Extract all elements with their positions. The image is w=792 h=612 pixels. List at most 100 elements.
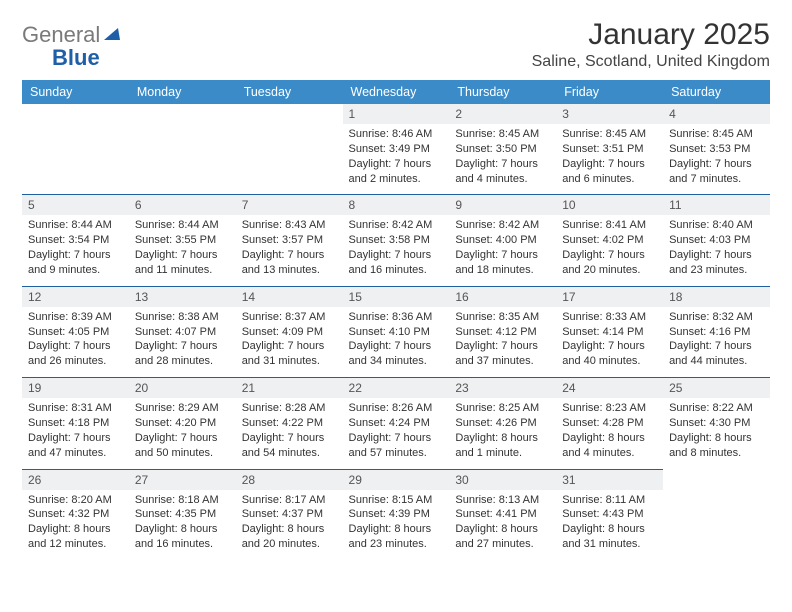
calendar-cell: 20Sunrise: 8:29 AMSunset: 4:20 PMDayligh… [129, 377, 236, 468]
calendar-cell: 18Sunrise: 8:32 AMSunset: 4:16 PMDayligh… [663, 286, 770, 377]
sunset-text: Sunset: 4:20 PM [135, 416, 230, 431]
dow-sunday: Sunday [22, 80, 129, 104]
date-number: 14 [236, 286, 343, 307]
calendar-cell: 21Sunrise: 8:28 AMSunset: 4:22 PMDayligh… [236, 377, 343, 468]
sunset-text: Sunset: 4:37 PM [242, 507, 337, 522]
calendar-cell: 14Sunrise: 8:37 AMSunset: 4:09 PMDayligh… [236, 286, 343, 377]
dow-wednesday: Wednesday [343, 80, 450, 104]
calendar-cell: 17Sunrise: 8:33 AMSunset: 4:14 PMDayligh… [556, 286, 663, 377]
date-number: 9 [449, 194, 556, 215]
daylight-text: Daylight: 8 hours and 31 minutes. [562, 522, 657, 552]
cell-body: Sunrise: 8:25 AMSunset: 4:26 PMDaylight:… [449, 398, 556, 468]
calendar-cell: 26Sunrise: 8:20 AMSunset: 4:32 PMDayligh… [22, 469, 129, 560]
cell-body: Sunrise: 8:46 AMSunset: 3:49 PMDaylight:… [343, 124, 450, 194]
daylight-text: Daylight: 7 hours and 9 minutes. [28, 248, 123, 278]
day-of-week-row: Sunday Monday Tuesday Wednesday Thursday… [22, 80, 770, 104]
sunset-text: Sunset: 4:12 PM [455, 325, 550, 340]
calendar-cell: 12Sunrise: 8:39 AMSunset: 4:05 PMDayligh… [22, 286, 129, 377]
sunset-text: Sunset: 4:35 PM [135, 507, 230, 522]
calendar-cell: 27Sunrise: 8:18 AMSunset: 4:35 PMDayligh… [129, 469, 236, 560]
date-number: 17 [556, 286, 663, 307]
sunrise-text: Sunrise: 8:45 AM [562, 127, 657, 142]
sunset-text: Sunset: 4:30 PM [669, 416, 764, 431]
daylight-text: Daylight: 8 hours and 1 minute. [455, 431, 550, 461]
sunrise-text: Sunrise: 8:44 AM [135, 218, 230, 233]
sunrise-text: Sunrise: 8:11 AM [562, 493, 657, 508]
cell-body: Sunrise: 8:35 AMSunset: 4:12 PMDaylight:… [449, 307, 556, 377]
sunrise-text: Sunrise: 8:39 AM [28, 310, 123, 325]
cell-body: Sunrise: 8:15 AMSunset: 4:39 PMDaylight:… [343, 490, 450, 560]
sunset-text: Sunset: 4:26 PM [455, 416, 550, 431]
calendar-week-row: 19Sunrise: 8:31 AMSunset: 4:18 PMDayligh… [22, 377, 770, 468]
sunrise-text: Sunrise: 8:43 AM [242, 218, 337, 233]
sunset-text: Sunset: 4:28 PM [562, 416, 657, 431]
sunset-text: Sunset: 4:22 PM [242, 416, 337, 431]
sunrise-text: Sunrise: 8:29 AM [135, 401, 230, 416]
sunset-text: Sunset: 3:50 PM [455, 142, 550, 157]
date-number: 26 [22, 469, 129, 490]
cell-body: Sunrise: 8:22 AMSunset: 4:30 PMDaylight:… [663, 398, 770, 468]
calendar-cell [129, 104, 236, 194]
date-number: 21 [236, 377, 343, 398]
calendar-cell: 4Sunrise: 8:45 AMSunset: 3:53 PMDaylight… [663, 104, 770, 194]
date-number: 30 [449, 469, 556, 490]
calendar-cell: 7Sunrise: 8:43 AMSunset: 3:57 PMDaylight… [236, 194, 343, 285]
cell-body: Sunrise: 8:18 AMSunset: 4:35 PMDaylight:… [129, 490, 236, 560]
sunset-text: Sunset: 4:07 PM [135, 325, 230, 340]
daylight-text: Daylight: 8 hours and 27 minutes. [455, 522, 550, 552]
date-number: 15 [343, 286, 450, 307]
daylight-text: Daylight: 7 hours and 18 minutes. [455, 248, 550, 278]
daylight-text: Daylight: 8 hours and 23 minutes. [349, 522, 444, 552]
daylight-text: Daylight: 7 hours and 6 minutes. [562, 157, 657, 187]
cell-body: Sunrise: 8:38 AMSunset: 4:07 PMDaylight:… [129, 307, 236, 377]
sunrise-text: Sunrise: 8:26 AM [349, 401, 444, 416]
sunset-text: Sunset: 4:32 PM [28, 507, 123, 522]
cell-body: Sunrise: 8:42 AMSunset: 3:58 PMDaylight:… [343, 215, 450, 285]
sunset-text: Sunset: 4:03 PM [669, 233, 764, 248]
daylight-text: Daylight: 7 hours and 11 minutes. [135, 248, 230, 278]
cell-body: Sunrise: 8:26 AMSunset: 4:24 PMDaylight:… [343, 398, 450, 468]
dow-friday: Friday [556, 80, 663, 104]
daylight-text: Daylight: 8 hours and 12 minutes. [28, 522, 123, 552]
calendar-week-row: 12Sunrise: 8:39 AMSunset: 4:05 PMDayligh… [22, 286, 770, 377]
daylight-text: Daylight: 8 hours and 4 minutes. [562, 431, 657, 461]
date-number: 4 [663, 104, 770, 124]
cell-body: Sunrise: 8:29 AMSunset: 4:20 PMDaylight:… [129, 398, 236, 468]
daylight-text: Daylight: 7 hours and 13 minutes. [242, 248, 337, 278]
sunset-text: Sunset: 4:39 PM [349, 507, 444, 522]
sunset-text: Sunset: 3:57 PM [242, 233, 337, 248]
logo-triangle-icon [104, 28, 120, 40]
calendar-week-row: 26Sunrise: 8:20 AMSunset: 4:32 PMDayligh… [22, 469, 770, 560]
date-number: 22 [343, 377, 450, 398]
date-number: 28 [236, 469, 343, 490]
daylight-text: Daylight: 7 hours and 16 minutes. [349, 248, 444, 278]
daylight-text: Daylight: 7 hours and 7 minutes. [669, 157, 764, 187]
date-number: 12 [22, 286, 129, 307]
date-number: 5 [22, 194, 129, 215]
dow-tuesday: Tuesday [236, 80, 343, 104]
sunset-text: Sunset: 3:58 PM [349, 233, 444, 248]
sunset-text: Sunset: 3:55 PM [135, 233, 230, 248]
date-number: 31 [556, 469, 663, 490]
month-title: January 2025 [532, 18, 770, 51]
calendar-cell: 31Sunrise: 8:11 AMSunset: 4:43 PMDayligh… [556, 469, 663, 560]
cell-body: Sunrise: 8:43 AMSunset: 3:57 PMDaylight:… [236, 215, 343, 285]
calendar-cell: 10Sunrise: 8:41 AMSunset: 4:02 PMDayligh… [556, 194, 663, 285]
date-number: 2 [449, 104, 556, 124]
cell-body [663, 475, 770, 540]
sunset-text: Sunset: 4:00 PM [455, 233, 550, 248]
sunset-text: Sunset: 3:49 PM [349, 142, 444, 157]
calendar-page: General January 2025 Saline, Scotland, U… [0, 0, 792, 612]
calendar-cell: 15Sunrise: 8:36 AMSunset: 4:10 PMDayligh… [343, 286, 450, 377]
sunrise-text: Sunrise: 8:25 AM [455, 401, 550, 416]
calendar-cell: 30Sunrise: 8:13 AMSunset: 4:41 PMDayligh… [449, 469, 556, 560]
sunset-text: Sunset: 4:16 PM [669, 325, 764, 340]
cell-body: Sunrise: 8:17 AMSunset: 4:37 PMDaylight:… [236, 490, 343, 560]
cell-body: Sunrise: 8:28 AMSunset: 4:22 PMDaylight:… [236, 398, 343, 468]
date-number: 13 [129, 286, 236, 307]
date-number: 1 [343, 104, 450, 124]
daylight-text: Daylight: 7 hours and 44 minutes. [669, 339, 764, 369]
sunrise-text: Sunrise: 8:41 AM [562, 218, 657, 233]
sunset-text: Sunset: 3:54 PM [28, 233, 123, 248]
sunrise-text: Sunrise: 8:45 AM [669, 127, 764, 142]
